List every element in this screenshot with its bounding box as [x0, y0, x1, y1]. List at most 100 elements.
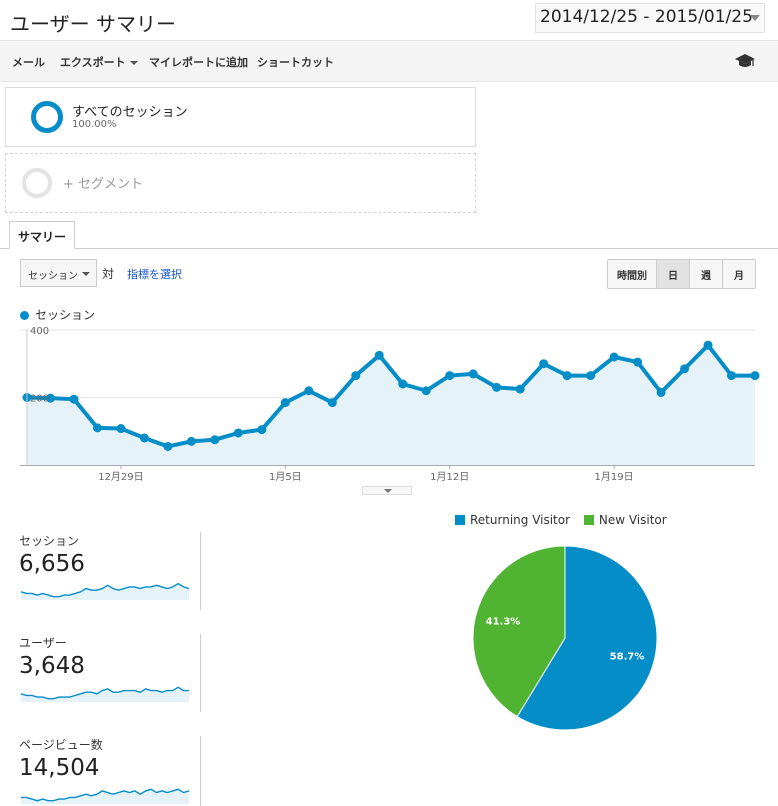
- kpi-name: ユーザー: [19, 636, 67, 650]
- data-point[interactable]: [210, 435, 220, 445]
- date-range-text: 2014/12/25 - 2015/01/25: [540, 7, 753, 27]
- sparkline-line: [21, 788, 190, 802]
- segment-ring-icon: [22, 168, 52, 198]
- divider: [200, 736, 201, 806]
- kpi-name: ページビュー数: [19, 738, 103, 752]
- data-point[interactable]: [304, 386, 314, 396]
- sparkline-area: [21, 687, 189, 702]
- data-point[interactable]: [186, 436, 196, 446]
- shortcut-button[interactable]: ショートカット: [257, 56, 334, 69]
- data-point[interactable]: [92, 423, 102, 433]
- select-metric-link[interactable]: 指標を選択: [127, 268, 182, 281]
- data-point[interactable]: [703, 340, 713, 350]
- data-point[interactable]: [727, 371, 737, 381]
- chart-collapse-handle[interactable]: [362, 486, 412, 495]
- legend-new: New Visitor: [598, 513, 667, 527]
- y-tick-label: 200: [30, 394, 49, 405]
- segment-ring-icon: [31, 101, 63, 133]
- segment-all-sessions[interactable]: すべてのセッション 100.00%: [5, 87, 476, 147]
- tab-summary[interactable]: サマリー: [9, 221, 75, 249]
- divider: [200, 532, 201, 610]
- data-point[interactable]: [468, 369, 478, 379]
- page-title: ユーザー サマリー: [10, 12, 176, 36]
- granularity-toggle: 時間別 日 週 月: [607, 259, 756, 289]
- sparkline-line: [20, 686, 189, 700]
- granularity-month[interactable]: 月: [722, 260, 755, 288]
- data-point[interactable]: [351, 371, 361, 381]
- add-to-dashboard-button[interactable]: マイレポートに追加: [149, 56, 248, 69]
- data-point[interactable]: [633, 357, 643, 367]
- kpi-name: セッション: [19, 534, 80, 548]
- pie-slice[interactable]: [472, 545, 566, 718]
- data-point[interactable]: [398, 379, 408, 389]
- data-point[interactable]: [69, 394, 79, 404]
- x-tick-label: 12月29日: [98, 471, 143, 483]
- series-area: [27, 345, 755, 465]
- visitor-type-pie-chart: 58.7% 41.3%: [472, 545, 658, 731]
- date-range-picker[interactable]: 2014/12/25 - 2015/01/25: [535, 3, 765, 33]
- data-point[interactable]: [445, 371, 455, 381]
- divider: [200, 634, 201, 712]
- kpi-value: 14,504: [19, 755, 100, 781]
- sparkline-area: [21, 583, 189, 600]
- email-button[interactable]: メール: [12, 56, 45, 69]
- add-segment-label: + セグメント: [63, 177, 144, 192]
- chevron-down-icon: [82, 272, 90, 276]
- data-point[interactable]: [139, 433, 149, 443]
- export-button[interactable]: エクスポート: [60, 54, 138, 70]
- granularity-week[interactable]: 週: [689, 260, 722, 288]
- granularity-day[interactable]: 日: [656, 260, 689, 288]
- x-tick-label: 1月12日: [430, 471, 469, 483]
- data-point[interactable]: [233, 428, 243, 438]
- data-point[interactable]: [586, 371, 596, 381]
- data-point[interactable]: [750, 371, 760, 381]
- data-point[interactable]: [45, 393, 55, 403]
- data-point[interactable]: [539, 359, 549, 369]
- pie-slice-label: 58.7%: [610, 651, 645, 662]
- pie-legend: Returning Visitor New Visitor: [455, 513, 667, 527]
- data-point[interactable]: [421, 386, 431, 396]
- graduation-cap-icon[interactable]: [735, 53, 755, 69]
- segment-name: すべてのセッション: [72, 105, 188, 120]
- kpi-users: ユーザー 3,648: [19, 634, 191, 704]
- legend-swatch-returning: [455, 515, 465, 525]
- data-point[interactable]: [257, 425, 267, 435]
- data-point[interactable]: [656, 387, 666, 397]
- chevron-down-icon: [750, 15, 760, 21]
- report-toolbar: メール エクスポート マイレポートに追加 ショートカット: [0, 40, 778, 82]
- legend-returning: Returning Visitor: [470, 513, 571, 527]
- data-point[interactable]: [609, 352, 619, 362]
- data-point[interactable]: [562, 371, 572, 381]
- chevron-down-icon: [129, 61, 138, 65]
- legend-label: セッション: [35, 308, 96, 322]
- y-tick-label: 400: [30, 326, 49, 337]
- chart-legend: セッション: [20, 306, 95, 323]
- vs-label: 対: [102, 267, 115, 281]
- metric-select-value: セッション: [28, 271, 78, 282]
- kpi-value: 3,648: [19, 653, 85, 679]
- data-point[interactable]: [116, 424, 126, 434]
- metric-select[interactable]: セッション: [20, 259, 97, 287]
- kpi-pageviews: ページビュー数 14,504: [19, 736, 191, 806]
- chevron-down-icon: [384, 489, 392, 493]
- data-point[interactable]: [515, 384, 525, 394]
- legend-swatch-new: [583, 515, 594, 525]
- add-segment-button[interactable]: + セグメント: [5, 153, 476, 213]
- data-point[interactable]: [374, 350, 384, 360]
- kpi-value: 6,656: [19, 551, 85, 577]
- tab-divider: [0, 248, 778, 249]
- data-point[interactable]: [280, 398, 290, 408]
- granularity-hourly[interactable]: 時間別: [608, 260, 656, 288]
- pie-slice-label: 41.3%: [486, 617, 521, 628]
- segment-percentage: 100.00%: [72, 119, 117, 130]
- export-label: エクスポート: [60, 56, 126, 69]
- kpi-sparkline: [20, 686, 189, 702]
- data-point[interactable]: [680, 364, 690, 374]
- sparkline-area: [21, 789, 189, 804]
- data-point[interactable]: [163, 441, 173, 451]
- data-point[interactable]: [327, 398, 337, 408]
- pie-slice[interactable]: [516, 545, 658, 731]
- kpi-sessions: セッション 6,656: [19, 532, 191, 602]
- data-point[interactable]: [492, 382, 502, 392]
- kpi-sparkline: [21, 788, 190, 804]
